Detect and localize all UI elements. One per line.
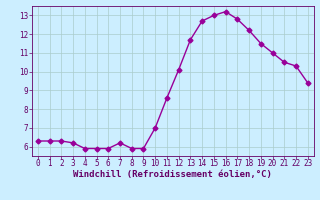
X-axis label: Windchill (Refroidissement éolien,°C): Windchill (Refroidissement éolien,°C) bbox=[73, 170, 272, 179]
